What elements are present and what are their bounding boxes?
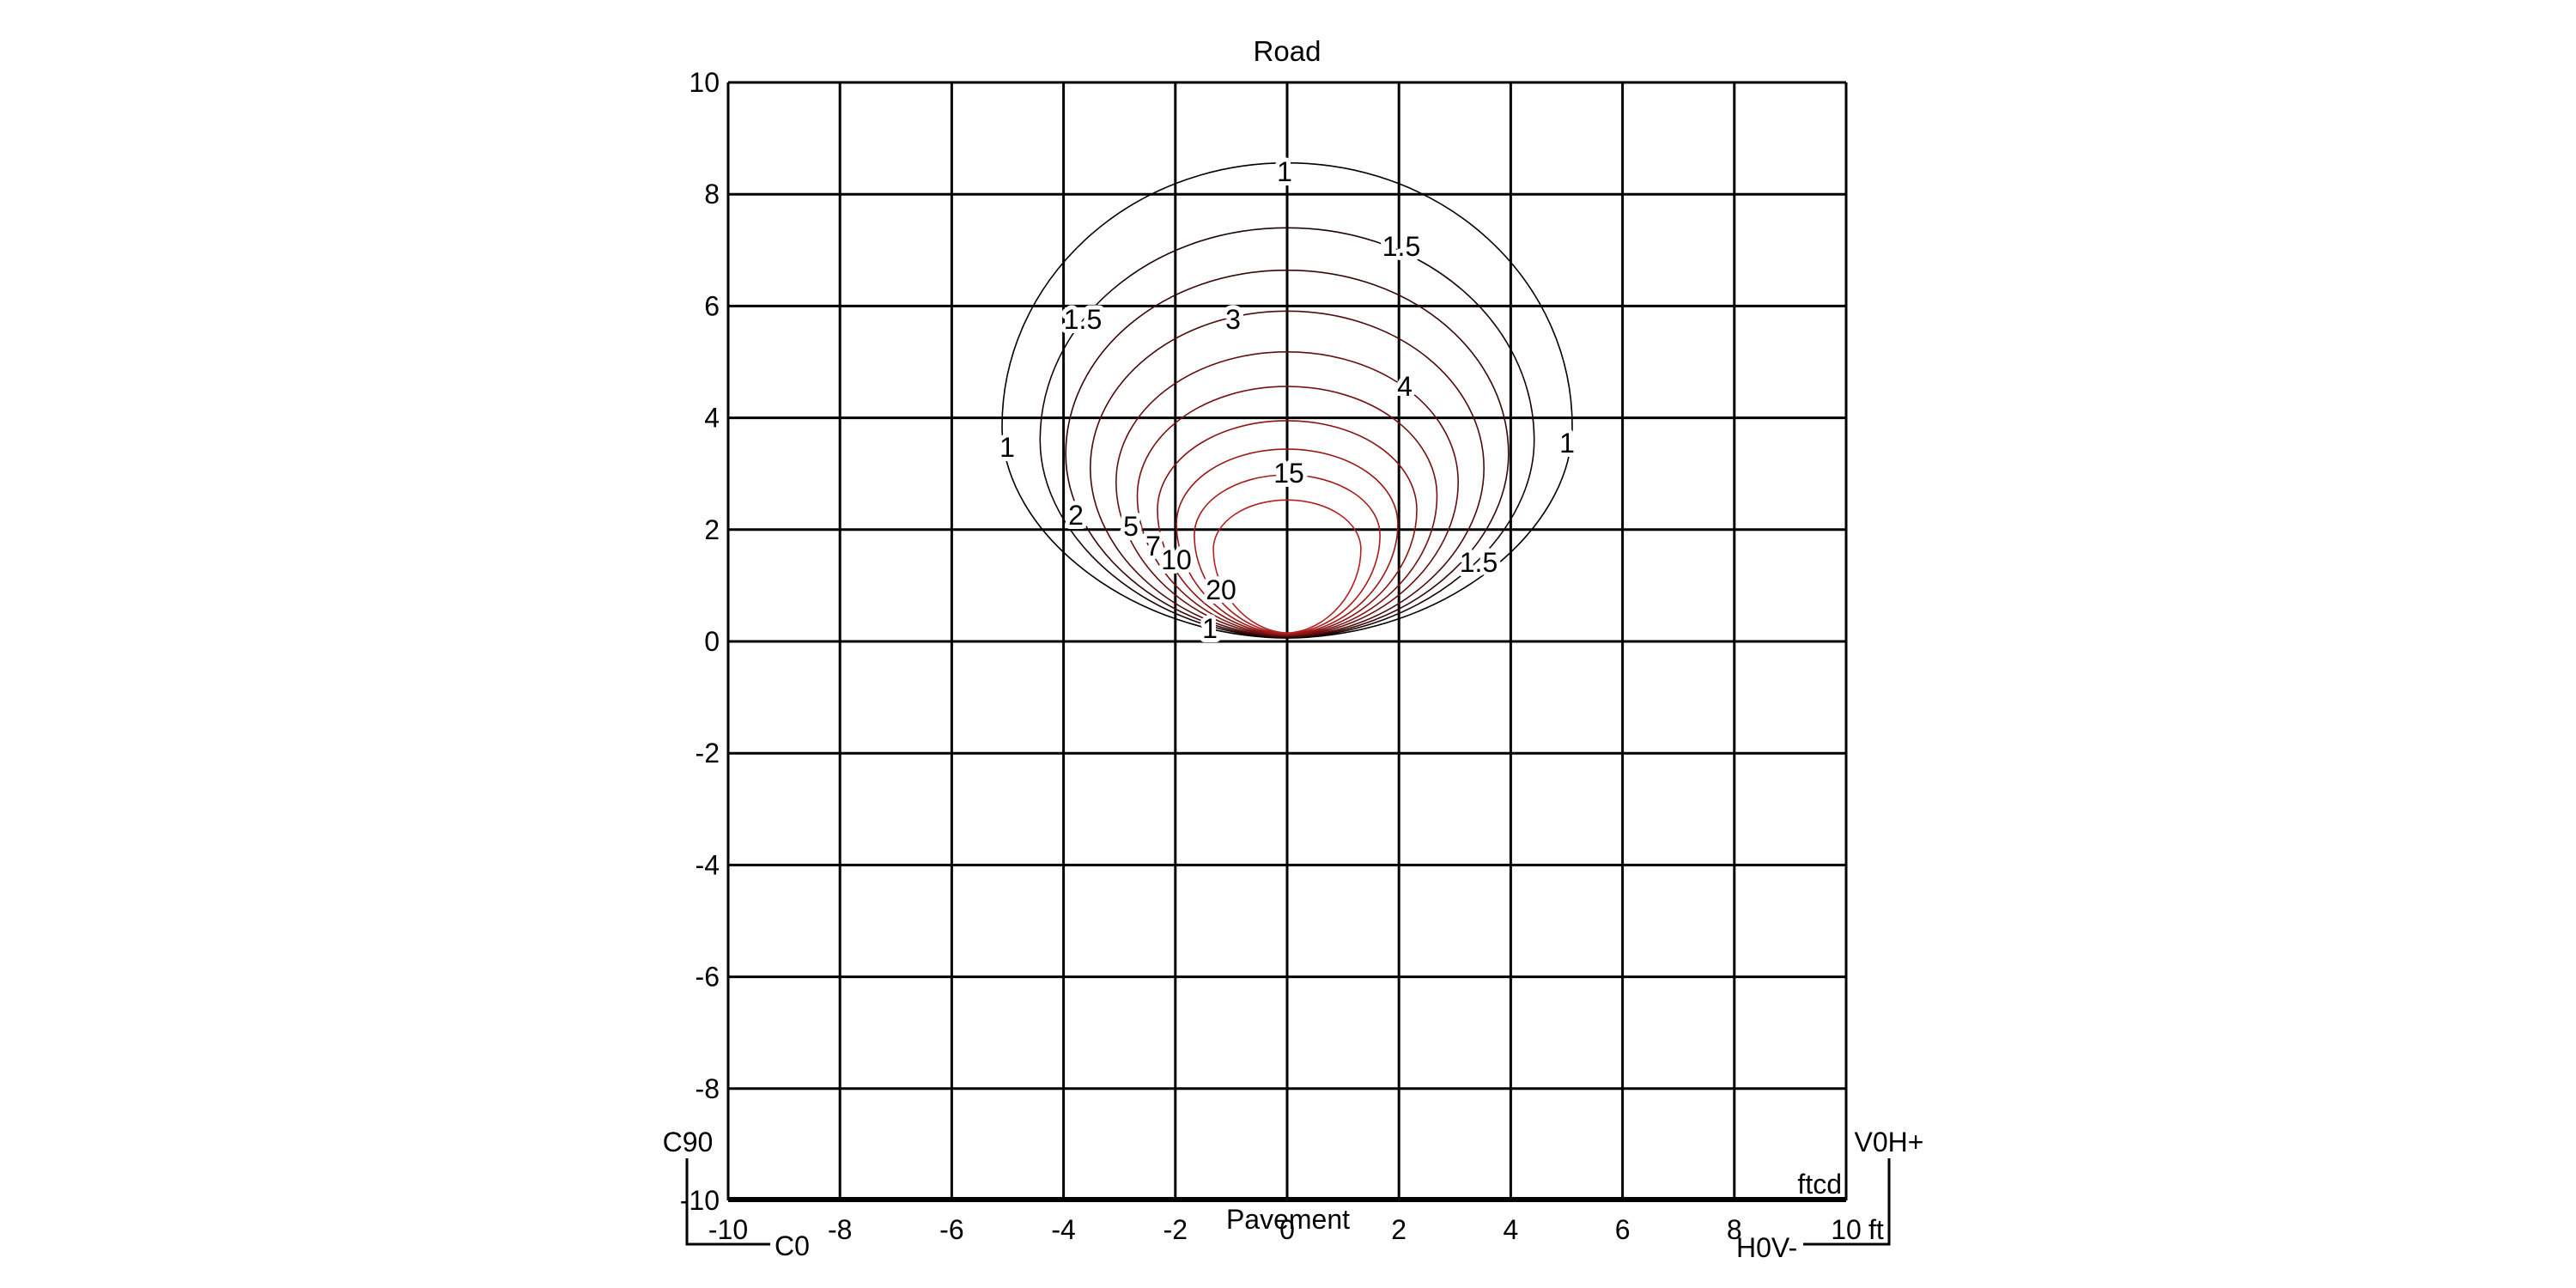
x-tick-label: 10: [1831, 1214, 1862, 1245]
distance-unit-label: ft: [1868, 1214, 1884, 1245]
y-tick-label: 8: [704, 179, 720, 210]
x-tick-label: -6: [939, 1214, 963, 1245]
contour-value-label: 10: [1161, 544, 1192, 575]
x-tick-label: 2: [1391, 1214, 1406, 1245]
contour-line-7: [1157, 420, 1418, 636]
y-tick-label: -2: [696, 738, 720, 769]
contour-value-label: 1: [1559, 428, 1575, 459]
x-tick-label: 0: [1279, 1214, 1295, 1245]
contour-value-label: 15: [1273, 458, 1304, 489]
v0h-plus-label: V0H+: [1855, 1127, 1924, 1157]
contour-value-label: 1: [1277, 156, 1292, 187]
x-tick-label: -4: [1051, 1214, 1075, 1245]
contour-line-20: [1212, 499, 1362, 635]
y-tick-label: 0: [704, 626, 720, 657]
contour-line-2: [1065, 269, 1510, 638]
contour-line-10: [1176, 448, 1399, 635]
x-tick-label: 6: [1615, 1214, 1631, 1245]
y-tick-label: 2: [704, 514, 720, 545]
y-tick-label: -4: [696, 849, 720, 880]
contour-value-label: 5: [1123, 511, 1139, 542]
contour-line-5: [1136, 386, 1438, 636]
h0v-minus-label: H0V-: [1736, 1232, 1797, 1263]
contour-value-label: 4: [1397, 371, 1413, 402]
contour-value-label: 3: [1225, 304, 1241, 335]
grid-layer: [726, 81, 1848, 1202]
contour-layer: [1001, 161, 1573, 639]
illuminance-unit-label: ftcd: [1797, 1169, 1842, 1200]
y-tick-label: -8: [696, 1073, 720, 1104]
contour-value-label: 1.5: [1064, 304, 1102, 335]
contour-line-1: [1001, 161, 1573, 639]
x-tick-label: -2: [1163, 1214, 1188, 1245]
y-tick-label: -6: [696, 962, 720, 993]
chart-title: Road: [1254, 35, 1321, 67]
vh-plane-axis-marker: [1803, 1158, 1891, 1246]
pavement-label: Pavement: [1226, 1204, 1350, 1235]
y-tick-label: 6: [704, 290, 720, 321]
contour-value-label: 7: [1145, 531, 1161, 562]
contour-line-1_5: [1039, 227, 1535, 639]
c0-label: C0: [775, 1230, 810, 1261]
contour-line-15: [1194, 474, 1381, 635]
contour-value-label: 1: [999, 432, 1015, 463]
x-tick-label: -10: [708, 1214, 748, 1245]
contour-line-4: [1115, 350, 1460, 637]
x-tick-label: 8: [1727, 1214, 1742, 1245]
y-tick-label: 4: [704, 403, 720, 434]
contour-value-label: 1.5: [1460, 547, 1498, 578]
contour-value-label: 20: [1206, 574, 1236, 605]
c-plane-axis-marker: [685, 1158, 770, 1246]
c90-label: C90: [663, 1127, 714, 1157]
contour-value-label: 1.5: [1382, 231, 1420, 262]
contour-value-label: 1: [1202, 613, 1218, 644]
contour-line-3: [1089, 310, 1485, 637]
x-tick-label: -8: [828, 1214, 852, 1245]
y-tick-label: 10: [689, 67, 720, 98]
x-tick-label: 4: [1504, 1214, 1519, 1245]
contour-value-label: 2: [1068, 500, 1084, 531]
